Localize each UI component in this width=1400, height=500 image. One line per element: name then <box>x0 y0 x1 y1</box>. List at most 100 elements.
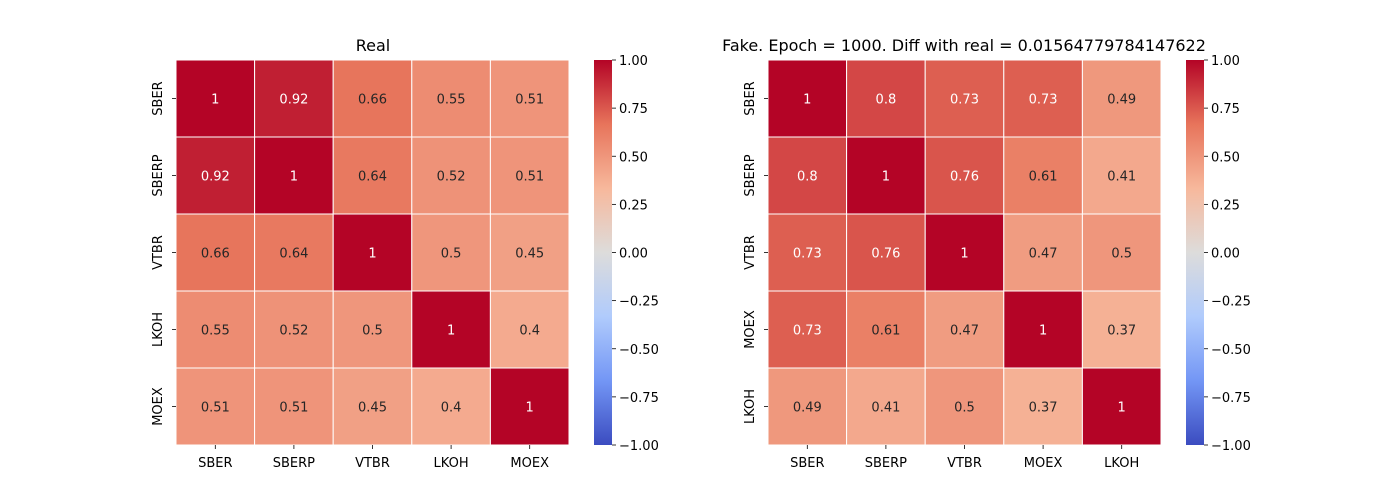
cell-value-label: 0.51 <box>515 93 544 108</box>
cell-value-label: 0.5 <box>441 247 462 262</box>
cell-value-label: 1 <box>803 93 811 108</box>
y-tick-label: VTBR <box>151 235 166 270</box>
heatmap-fake: Fake. Epoch = 1000. Diff with real = 0.0… <box>722 36 1251 471</box>
x-tick-label: SBER <box>790 456 824 471</box>
cell-value-label: 0.73 <box>1029 93 1058 108</box>
colorbar-tick-label: 0.50 <box>619 150 648 165</box>
y-axis-ticks-fake: SBER SBERP VTBR MOEX LKOH <box>743 81 768 424</box>
heatmap-cell <box>489 136 570 215</box>
y-axis-ticks-real: SBER SBERP VTBR LKOH MOEX <box>151 81 176 426</box>
heatmap-cell <box>1003 290 1083 369</box>
x-tick-label: SBER <box>198 456 232 471</box>
cell-value-label: 0.55 <box>201 324 230 339</box>
heatmap-cell <box>1003 59 1083 138</box>
cell-value-label: 0.5 <box>362 324 383 339</box>
x-tick-label: SBERP <box>273 456 315 471</box>
heatmap-cell <box>846 290 926 369</box>
colorbar-tick-label: 0.50 <box>1211 150 1240 165</box>
cell-value-label: 1 <box>290 170 298 185</box>
cell-value-label: 0.37 <box>1029 401 1058 416</box>
y-tick-label: SBERP <box>743 154 758 196</box>
cell-value-label: 0.52 <box>279 324 308 339</box>
colorbar-tick-label: 1.00 <box>1211 54 1240 69</box>
colorbar-tick-label: −0.50 <box>619 343 659 358</box>
y-tick-label: SBERP <box>151 154 166 196</box>
cell-value-label: 0.61 <box>1029 170 1058 185</box>
x-tick-label: VTBR <box>355 456 390 471</box>
heatmap-cell <box>924 213 1005 292</box>
colorbar-tick-label: 0.75 <box>1211 102 1240 117</box>
heatmap-cell <box>175 59 256 138</box>
heatmap-cell <box>1081 136 1162 215</box>
colorbar-tick-label: −0.50 <box>1211 343 1251 358</box>
heatmap-cell <box>489 213 570 292</box>
heatmap-cell <box>489 59 570 138</box>
x-tick-label: SBERP <box>865 456 907 471</box>
colorbar-tick-label: 0.25 <box>1211 198 1240 213</box>
cell-value-label: 0.37 <box>1107 324 1136 339</box>
colorbar-tick-label: 0.25 <box>619 198 648 213</box>
heatmap-cell <box>254 367 334 446</box>
cell-value-label: 0.5 <box>1111 247 1132 262</box>
x-tick-label: LKOH <box>1104 456 1139 471</box>
cell-value-label: 1 <box>447 324 455 339</box>
cell-value-label: 0.64 <box>279 247 308 262</box>
colorbar-real: 1.00 0.75 0.50 0.25 0.00 −0.25 −0.50 −0.75 −1.00 <box>594 54 659 454</box>
cell-value-label: 0.66 <box>201 247 230 262</box>
heatmap-cell <box>175 367 256 446</box>
colorbar-gradient <box>594 60 612 445</box>
heatmap-cell <box>254 290 334 369</box>
cell-value-label: 0.66 <box>358 93 387 108</box>
cell-value-label: 0.41 <box>871 401 900 416</box>
cell-value-label: 0.51 <box>279 401 308 416</box>
colorbar-tick-label: −1.00 <box>619 439 659 454</box>
colorbar-tick-label: −0.75 <box>1211 391 1251 406</box>
heatmap-cell <box>332 290 413 369</box>
cell-value-label: 0.49 <box>1107 93 1136 108</box>
heatmap-cells-real: 1 0.92 0.66 0.55 0.510.92 1 0.64 0.52 0.510.66 0.… <box>175 59 570 446</box>
cell-value-label: 0.51 <box>201 401 230 416</box>
colorbar-tick-label: 0.00 <box>619 247 648 262</box>
heatmap-cell <box>1081 213 1162 292</box>
colorbar-tick-label: 0.75 <box>619 102 648 117</box>
cell-value-label: 0.92 <box>279 93 308 108</box>
heatmap-cell <box>924 136 1005 215</box>
cell-value-label: 0.52 <box>437 170 466 185</box>
cell-value-label: 1 <box>526 401 534 416</box>
cell-value-label: 1 <box>960 247 968 262</box>
chart-title-real: Real <box>356 36 391 55</box>
heatmap-cell <box>846 59 926 138</box>
heatmap-cell <box>1003 367 1083 446</box>
heatmap-cell <box>254 213 334 292</box>
x-axis-ticks-real: SBER SBERP VTBR LKOH MOEX <box>198 445 549 471</box>
heatmap-cell <box>1081 290 1162 369</box>
heatmap-cell <box>1081 367 1162 446</box>
cell-value-label: 0.5 <box>954 401 975 416</box>
heatmap-real: Real 1 0.92 0.66 0.55 0.510.92 1 0.64 0.52 0.510… <box>151 36 659 471</box>
heatmap-cell <box>411 290 491 369</box>
cell-value-label: 1 <box>368 247 376 262</box>
cell-value-label: 0.73 <box>793 324 822 339</box>
cell-value-label: 0.8 <box>797 170 818 185</box>
cell-value-label: 0.47 <box>1029 247 1058 262</box>
heatmap-cell <box>1003 136 1083 215</box>
x-tick-label: VTBR <box>947 456 982 471</box>
heatmap-cell <box>924 59 1005 138</box>
colorbar-tick-label: −0.75 <box>619 391 659 406</box>
cell-value-label: 0.55 <box>437 93 466 108</box>
cell-value-label: 0.73 <box>950 93 979 108</box>
y-tick-label: LKOH <box>151 312 166 347</box>
cell-value-label: 0.64 <box>358 170 387 185</box>
chart-title-fake: Fake. Epoch = 1000. Diff with real = 0.0… <box>722 36 1206 55</box>
y-tick-label: LKOH <box>743 389 758 424</box>
cell-value-label: 1 <box>1118 401 1126 416</box>
cell-value-label: 0.49 <box>793 401 822 416</box>
colorbar-tick-label: −0.25 <box>1211 295 1251 310</box>
cell-value-label: 0.73 <box>793 247 822 262</box>
cell-value-label: 0.45 <box>515 247 544 262</box>
heatmap-cell <box>332 213 413 292</box>
colorbar-tick-label: 0.00 <box>1211 247 1240 262</box>
heatmap-cell <box>254 59 334 138</box>
cell-value-label: 0.76 <box>950 170 979 185</box>
